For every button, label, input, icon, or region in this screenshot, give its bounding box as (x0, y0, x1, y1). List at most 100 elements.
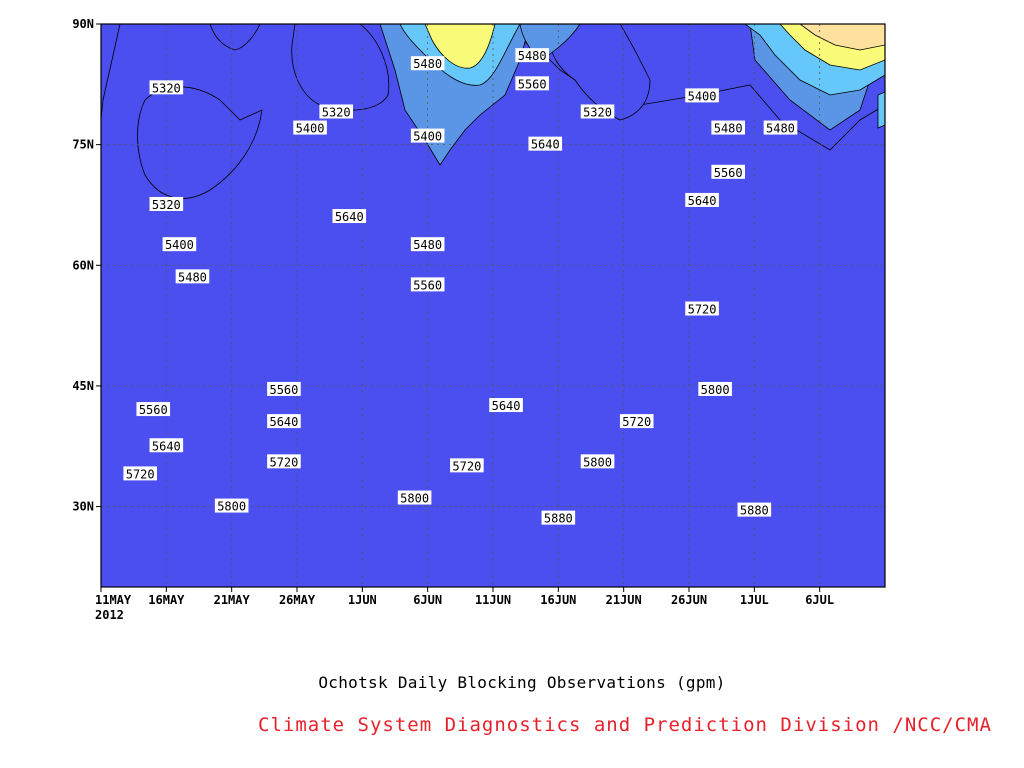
contour-band-5320 (209, 24, 261, 51)
contour-label: 5560 (711, 164, 745, 180)
contour-label-text: 5560 (413, 278, 442, 292)
contour-label: 5800 (397, 490, 432, 506)
contour-label: 5640 (149, 438, 184, 453)
contour-label: 5720 (685, 301, 719, 317)
contour-label-text: 5640 (269, 415, 298, 429)
contour-band-5480 (877, 91, 885, 129)
contour-label-box (136, 402, 171, 417)
x-axis: 11MAY 16MAY 21MAY 26MAY 1JUN 6JUN 11JUN 16JUN 21… (95, 587, 834, 622)
contour-label-box (149, 80, 184, 95)
contour-label: 5480 (410, 56, 445, 71)
contour-label-text: 5720 (269, 455, 298, 469)
contour-label: 5400 (685, 88, 719, 103)
contour-label-text: 5720 (452, 459, 481, 473)
contour-label-text: 5560 (269, 383, 298, 397)
x-tick-label: 11JUN (475, 593, 511, 607)
x-tick-label: 26MAY (279, 593, 316, 607)
contour-label-text: 5480 (413, 57, 442, 71)
contour-label: 5800 (214, 498, 249, 514)
contour-label-box (685, 192, 719, 207)
x-tick-label: 16MAY (148, 593, 185, 607)
contour-label-text: 5800 (583, 455, 612, 469)
contour-band-5560 (424, 24, 496, 69)
contour-label-text: 5480 (518, 49, 547, 63)
contour-label: 5800 (580, 454, 615, 469)
credit-line: Climate System Diagnostics and Predictio… (258, 714, 992, 736)
contour-label-box (267, 454, 301, 469)
contour-label-text: 5400 (688, 89, 717, 103)
contour-label-text: 5320 (322, 105, 351, 119)
contour-label-text: 5880 (544, 512, 573, 526)
y-tick-label: 90N (72, 17, 94, 31)
contour-label-text: 5480 (178, 270, 207, 284)
contour-label-text: 5320 (152, 198, 181, 212)
contour-band-5320 (549, 24, 651, 121)
contour-label-box (162, 237, 197, 252)
contour-label-text: 5880 (740, 504, 769, 518)
contour-label: 5320 (580, 104, 615, 119)
contour-label: 5640 (685, 192, 719, 208)
contour-label-box (450, 458, 484, 473)
x-tick-label: 21MAY (214, 593, 251, 607)
contour-label-box (580, 454, 615, 469)
contour-label-box (267, 414, 301, 429)
contour-label-box (685, 301, 719, 316)
contour-label: 5320 (149, 196, 184, 212)
contour-label: 5480 (711, 120, 745, 136)
contour-label-box (580, 104, 615, 119)
contour-label: 5400 (293, 120, 327, 136)
contour-label-text: 5800 (217, 500, 246, 514)
contour-label-text: 5720 (622, 415, 651, 429)
contour-label-box (123, 466, 157, 481)
contour-label: 5640 (489, 398, 523, 413)
contour-label-text: 5800 (701, 383, 730, 397)
contour-label-text: 5560 (139, 403, 168, 417)
contour-label: 5800 (698, 381, 732, 397)
contour-label-box (541, 510, 576, 525)
contour-band-5320 (291, 24, 390, 111)
contour-label: 5880 (737, 502, 772, 518)
contour-band-5320 (101, 24, 121, 121)
x-tick-label: 1JUN (348, 593, 377, 607)
contour-label: 5720 (450, 458, 484, 473)
contour-label: 5320 (319, 104, 353, 119)
contour-label: 5560 (267, 381, 301, 397)
contour-label: 5480 (175, 269, 210, 284)
x-tick-label: 16JUN (540, 593, 576, 607)
x-tick-label: 1JUL (740, 593, 769, 607)
contour-label-box (149, 196, 184, 211)
contour-label-text: 5480 (714, 122, 743, 136)
contour-label-box (397, 490, 432, 505)
contour-label: 5560 (136, 402, 171, 417)
contour-labels: 5320 5320 5320 5400 5400 5480 5560 5560 5640 5640… (123, 48, 798, 526)
contour-label: 5480 (763, 120, 798, 136)
contour-label: 5880 (541, 510, 576, 526)
contour-label-text: 5640 (492, 399, 521, 413)
x-year-label: 2012 (95, 608, 124, 622)
contour-label-box (410, 237, 445, 252)
contour-label-text: 5320 (152, 81, 181, 95)
contour-label-box (711, 164, 745, 179)
x-tick-label: 11MAY (95, 593, 132, 607)
y-tick-label: 30N (72, 500, 94, 514)
contour-label: 5640 (267, 414, 301, 429)
x-tick-label: 21JUN (606, 593, 642, 607)
x-tick-label: 6JUL (805, 593, 834, 607)
y-tick-label: 45N (72, 379, 94, 393)
contour-label-box (711, 120, 745, 135)
contour-band-5320 (137, 86, 263, 199)
contour-label-box (267, 381, 301, 396)
contour-label-box (149, 438, 184, 453)
contour-label-box (332, 209, 367, 224)
contour-label: 5320 (149, 80, 184, 95)
contour-label-box (515, 76, 549, 91)
contour-label-text: 5400 (296, 122, 325, 136)
contour-label: 5400 (410, 128, 445, 144)
contour-label: 5560 (515, 76, 549, 91)
contour-label: 5640 (528, 136, 563, 152)
contour-label-box (214, 498, 249, 513)
y-tick-label: 75N (72, 138, 94, 152)
contour-label: 5640 (332, 209, 367, 224)
contour-label-box (619, 414, 654, 429)
